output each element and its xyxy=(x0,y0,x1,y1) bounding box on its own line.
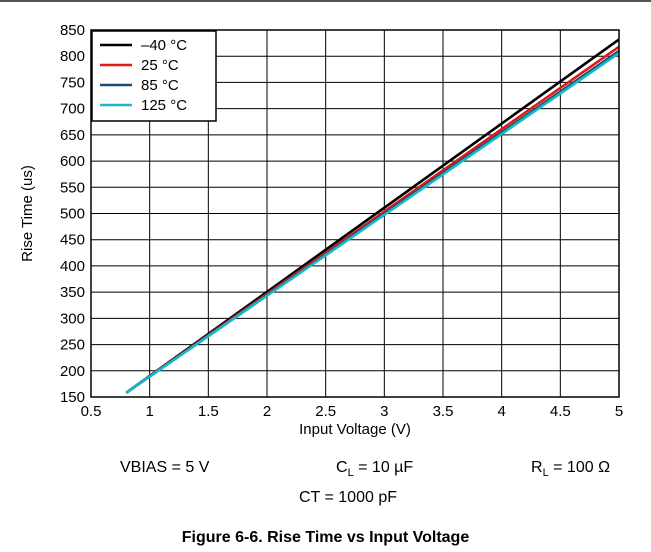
chart-series xyxy=(125,38,620,394)
y-tick-label: 650 xyxy=(60,127,85,144)
rl-symbol: R xyxy=(531,459,543,476)
condition-ct: CT = 1000 pF xyxy=(299,489,397,506)
legend-label-3: 125 °C xyxy=(141,97,187,114)
cl-subscript: L xyxy=(347,467,354,480)
y-tick-label: 500 xyxy=(60,206,85,223)
y-tick-label: 550 xyxy=(60,179,85,196)
y-tick-label: 400 xyxy=(60,258,85,275)
x-tick-label: 4 xyxy=(497,403,505,420)
x-tick-label: 1.5 xyxy=(198,403,219,420)
y-tick-labels: 150 200 250 300 350 400 450 500 550 600 650 700 750 8… xyxy=(60,22,85,406)
figure-caption: Figure 6-6. Rise Time vs Input Voltage xyxy=(181,529,470,546)
cl-value: = 10 µF xyxy=(353,459,414,476)
y-axis-label: Rise Time (us) xyxy=(19,165,36,262)
y-tick-label: 150 xyxy=(60,389,85,406)
top-rule xyxy=(0,0,651,2)
x-tick-label: 3.5 xyxy=(433,403,454,420)
chart-legend: –40 °C 25 °C 85 °C 125 °C xyxy=(91,30,217,122)
x-tick-label: 2 xyxy=(263,403,271,420)
y-tick-label: 350 xyxy=(60,284,85,301)
x-axis-label: Input Voltage (V) xyxy=(299,421,411,438)
legend-label-1: 25 °C xyxy=(141,57,179,74)
x-tick-labels: 0.5 1 1.5 2 2.5 3 3.5 4 4.5 5 xyxy=(81,403,624,420)
x-tick-label: 2.5 xyxy=(315,403,336,420)
rl-subscript: L xyxy=(542,467,549,480)
condition-rl: RL = 100 Ω xyxy=(531,459,610,479)
series-line-3 xyxy=(125,51,620,394)
y-tick-label: 450 xyxy=(60,232,85,249)
rl-value: = 100 Ω xyxy=(548,459,611,476)
y-tick-label: 750 xyxy=(60,74,85,91)
x-tick-label: 5 xyxy=(615,403,623,420)
y-tick-label: 800 xyxy=(60,48,85,65)
x-tick-label: 3 xyxy=(380,403,388,420)
condition-cl: CL = 10 µF xyxy=(336,459,413,479)
x-tick-label: 0.5 xyxy=(81,403,102,420)
y-tick-label: 850 xyxy=(60,22,85,39)
y-tick-label: 600 xyxy=(60,153,85,170)
condition-vbias: VBIAS = 5 V xyxy=(120,459,210,476)
y-tick-label: 250 xyxy=(60,337,85,354)
x-tick-label: 1 xyxy=(145,403,153,420)
x-tick-label: 4.5 xyxy=(550,403,571,420)
y-tick-label: 300 xyxy=(60,310,85,327)
legend-label-2: 85 °C xyxy=(141,77,179,94)
y-tick-label: 200 xyxy=(60,363,85,380)
plot-frame xyxy=(90,29,620,398)
y-tick-label: 700 xyxy=(60,101,85,118)
cl-symbol: C xyxy=(336,459,348,476)
legend-label-0: –40 °C xyxy=(141,37,187,54)
